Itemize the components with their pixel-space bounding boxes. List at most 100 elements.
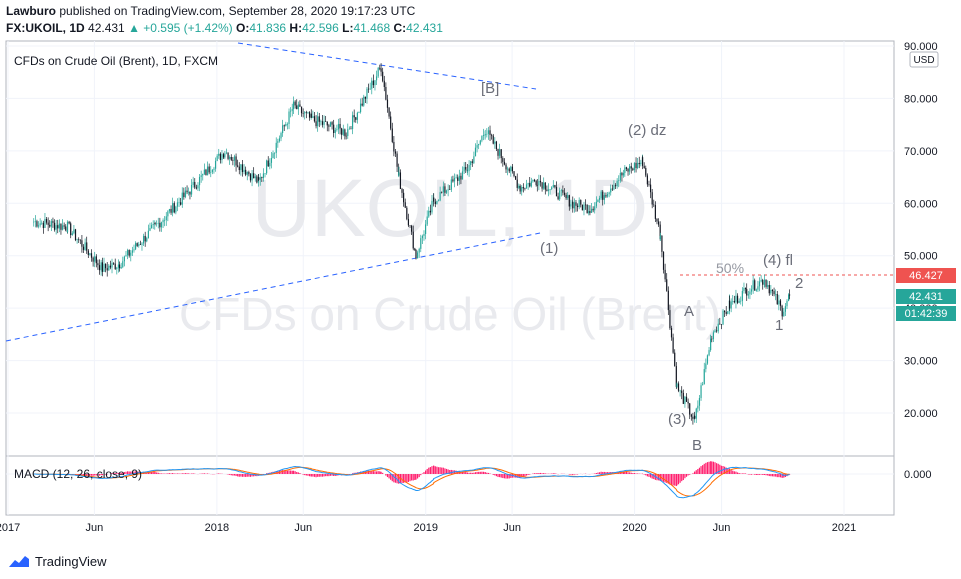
macd-indicator[interactable] xyxy=(6,461,894,499)
candle-body xyxy=(321,121,324,125)
candle-body xyxy=(294,101,296,106)
price-axis-tick: 90.000 xyxy=(904,41,938,53)
candle-body xyxy=(95,256,97,264)
candle-body xyxy=(310,113,312,118)
candle-body xyxy=(167,211,169,217)
candle-body xyxy=(92,257,94,262)
candle-body xyxy=(728,300,731,309)
candle-body xyxy=(393,141,395,152)
candle-body xyxy=(33,221,35,223)
level-price-tag-text: 46.427 xyxy=(909,270,943,282)
candle-body xyxy=(50,221,52,227)
candle-body xyxy=(434,201,436,204)
candle-body xyxy=(229,156,231,159)
fib-50-label: 50% xyxy=(716,260,744,276)
close-value: 42.431 xyxy=(406,21,443,35)
candle-body xyxy=(586,204,588,214)
candle-body xyxy=(251,173,253,181)
candle-body xyxy=(508,168,510,172)
time-axis[interactable]: 2017 Jun 2018 Jun 2019 Jun 2020 Jun 2021 xyxy=(0,522,856,534)
candle-body xyxy=(44,219,46,228)
candle-body xyxy=(149,227,151,231)
candle-body xyxy=(214,160,217,169)
candle-body xyxy=(398,172,400,176)
candle-body xyxy=(513,171,515,177)
candle-body xyxy=(248,171,250,175)
candle-body xyxy=(712,332,715,340)
candle-body xyxy=(530,181,532,187)
candle-body xyxy=(57,225,59,229)
candle-body xyxy=(611,188,613,190)
lower-trendline[interactable] xyxy=(5,232,541,342)
price-axis[interactable]: 90.00080.00070.00060.00050.00040.00030.0… xyxy=(904,41,938,481)
candle-body xyxy=(123,256,125,262)
candle-body xyxy=(455,177,457,178)
candle-body xyxy=(347,129,349,136)
candle-body xyxy=(629,166,631,172)
candle-body xyxy=(401,188,403,193)
candle-body xyxy=(70,223,72,236)
candle-body xyxy=(568,195,570,207)
candle-body xyxy=(348,128,350,130)
price-series[interactable] xyxy=(33,63,791,425)
candle-body xyxy=(641,157,644,166)
time-axis-tick: 2018 xyxy=(205,522,229,534)
candle-body xyxy=(52,221,54,223)
candle-body xyxy=(466,171,469,172)
candle-body xyxy=(42,222,44,228)
candle-body xyxy=(261,177,263,179)
candle-body xyxy=(602,191,604,200)
candle-body xyxy=(100,262,102,271)
candle-body xyxy=(181,192,183,205)
last-price-tag xyxy=(896,289,956,304)
candle-body xyxy=(283,125,285,127)
candle-body xyxy=(114,263,116,270)
candle-body xyxy=(367,88,370,90)
candle-body xyxy=(654,205,656,219)
candle-body xyxy=(188,191,190,193)
candle-body xyxy=(656,218,658,222)
currency-badge-box[interactable] xyxy=(909,51,939,68)
candle-body xyxy=(486,133,488,135)
candle-body xyxy=(614,185,617,187)
candle-body xyxy=(771,289,774,292)
candle-body xyxy=(379,67,381,69)
candle-body xyxy=(521,187,523,192)
candle-body xyxy=(264,173,266,174)
candle-body xyxy=(755,289,757,291)
candle-body xyxy=(640,162,642,165)
macd-pane[interactable] xyxy=(5,455,895,516)
candle-body xyxy=(320,121,322,122)
candle-body xyxy=(495,141,498,150)
candle-body xyxy=(770,289,772,294)
candle-body xyxy=(366,88,368,99)
countdown-tag-text: 01:42:39 xyxy=(905,308,948,320)
candle-body xyxy=(150,225,153,228)
candle-body xyxy=(463,167,465,172)
candle-body xyxy=(37,225,40,227)
candle-body xyxy=(557,196,559,200)
candle-body xyxy=(762,280,764,285)
candle-body xyxy=(390,116,392,129)
candle-body xyxy=(595,201,597,207)
candle-body xyxy=(725,312,727,314)
candle-body xyxy=(724,310,726,313)
candle-body xyxy=(183,192,185,198)
candle-body xyxy=(572,201,574,209)
candle-body xyxy=(78,239,80,240)
candle-body xyxy=(109,265,112,268)
candle-body xyxy=(222,154,225,158)
candle-body xyxy=(189,191,191,195)
candle-body xyxy=(760,280,762,282)
candle-body xyxy=(497,149,499,156)
candle-body xyxy=(34,221,36,222)
candle-body xyxy=(776,293,778,305)
candle-body xyxy=(126,250,129,256)
candle-body xyxy=(674,352,676,367)
candle-body xyxy=(277,141,279,143)
candle-body xyxy=(184,190,187,198)
candle-body xyxy=(458,175,460,181)
candle-body xyxy=(659,235,661,240)
high-label: H: xyxy=(289,21,303,35)
